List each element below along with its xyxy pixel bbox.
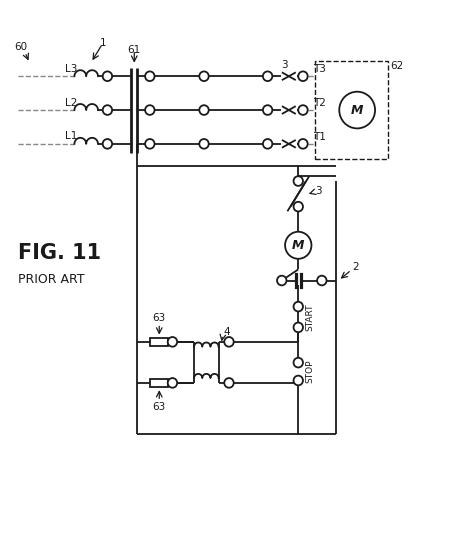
Text: STOP: STOP bbox=[305, 360, 314, 383]
Text: 61: 61 bbox=[128, 45, 141, 54]
Circle shape bbox=[263, 72, 273, 81]
Circle shape bbox=[199, 105, 209, 115]
Text: L2: L2 bbox=[65, 98, 77, 108]
Circle shape bbox=[103, 139, 112, 148]
Circle shape bbox=[293, 176, 303, 186]
Circle shape bbox=[199, 139, 209, 148]
Text: 62: 62 bbox=[390, 61, 403, 71]
Circle shape bbox=[293, 302, 303, 311]
Circle shape bbox=[298, 72, 308, 81]
Circle shape bbox=[317, 276, 327, 285]
Circle shape bbox=[298, 105, 308, 115]
Text: 2: 2 bbox=[353, 262, 359, 272]
Circle shape bbox=[293, 375, 303, 386]
Text: START: START bbox=[305, 303, 314, 331]
Text: FIG. 11: FIG. 11 bbox=[18, 242, 101, 263]
Bar bbox=[150, 337, 168, 346]
Text: PRIOR ART: PRIOR ART bbox=[18, 272, 84, 286]
Text: T2: T2 bbox=[313, 98, 326, 108]
Circle shape bbox=[293, 323, 303, 332]
Text: 1: 1 bbox=[100, 38, 106, 49]
Circle shape bbox=[277, 276, 286, 285]
Text: 3: 3 bbox=[315, 186, 321, 197]
Circle shape bbox=[168, 378, 177, 388]
Circle shape bbox=[145, 72, 155, 81]
Text: T3: T3 bbox=[313, 64, 326, 74]
Circle shape bbox=[263, 105, 273, 115]
Circle shape bbox=[339, 92, 375, 128]
Text: T1: T1 bbox=[313, 132, 326, 142]
Text: L1: L1 bbox=[65, 131, 77, 142]
Text: 60: 60 bbox=[15, 42, 28, 52]
Text: M: M bbox=[292, 239, 304, 252]
Text: L3: L3 bbox=[65, 64, 77, 74]
Circle shape bbox=[263, 139, 273, 148]
Text: 3: 3 bbox=[281, 60, 287, 69]
Circle shape bbox=[285, 232, 311, 259]
Circle shape bbox=[199, 72, 209, 81]
Circle shape bbox=[103, 72, 112, 81]
Circle shape bbox=[293, 358, 303, 367]
Circle shape bbox=[293, 202, 303, 211]
Circle shape bbox=[103, 105, 112, 115]
Circle shape bbox=[145, 105, 155, 115]
Circle shape bbox=[168, 337, 177, 347]
Text: 63: 63 bbox=[153, 312, 166, 323]
Circle shape bbox=[224, 378, 234, 388]
Bar bbox=[150, 379, 168, 387]
Text: 4: 4 bbox=[224, 327, 230, 337]
Text: M: M bbox=[351, 104, 364, 116]
Circle shape bbox=[224, 337, 234, 347]
Circle shape bbox=[298, 139, 308, 148]
Circle shape bbox=[145, 139, 155, 148]
Text: 63: 63 bbox=[153, 402, 166, 412]
